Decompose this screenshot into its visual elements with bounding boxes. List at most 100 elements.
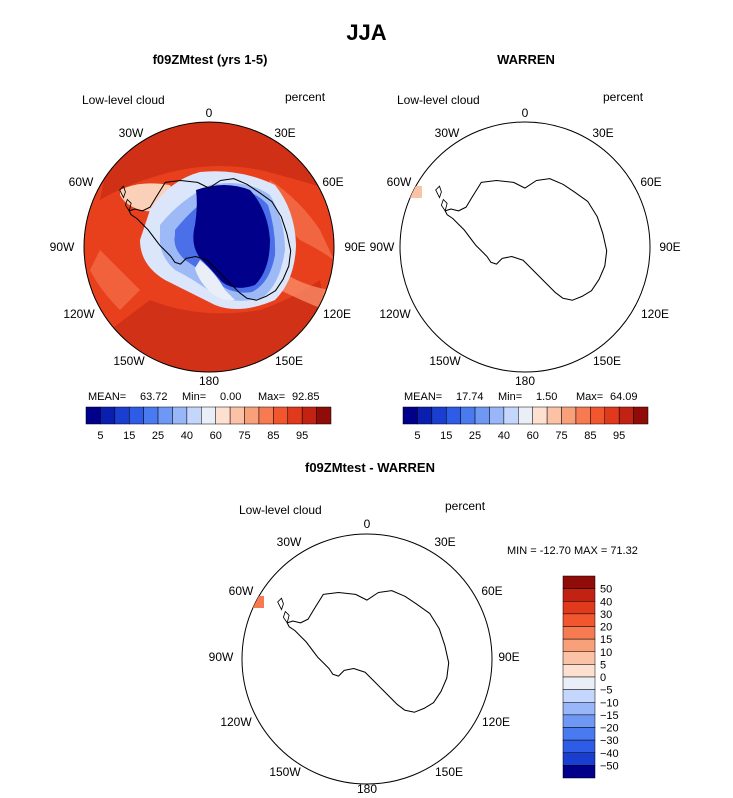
- panel-1-colorbar-ticks: 5 15 25 40 60 75 85 95: [97, 430, 308, 442]
- lon-label: 30W: [435, 126, 460, 140]
- colorbar-cell: [258, 406, 274, 425]
- lon-label: 30E: [434, 535, 455, 549]
- panel-2-colorbar-ticks: 5 15 25 40 60 75 85 95: [414, 430, 625, 442]
- colorbar-tick-label: 40: [498, 430, 510, 442]
- colorbar-cell: [172, 406, 188, 425]
- lon-label: 60E: [322, 175, 343, 189]
- panel-3-map: [241, 533, 493, 785]
- lon-label: 180: [199, 374, 219, 388]
- colorbar-cell: [489, 406, 505, 425]
- colorbar-tick-label: 25: [152, 430, 164, 442]
- lon-label: 120E: [323, 307, 351, 321]
- lon-label: 90E: [659, 240, 680, 254]
- colorbar-tick-label: 15: [600, 634, 612, 646]
- colorbar-cell: [562, 626, 596, 640]
- colorbar-tick-label: −40: [600, 748, 619, 760]
- colorbar-cell: [186, 406, 202, 425]
- lon-label: 30E: [592, 126, 613, 140]
- panel-1-variable-label: Low-level cloud: [82, 93, 165, 107]
- colorbar-cell: [431, 406, 447, 425]
- colorbar-cell: [316, 406, 332, 425]
- lon-label: 90E: [498, 650, 519, 664]
- lon-label: 0: [522, 106, 529, 120]
- colorbar-tick-label: 30: [600, 609, 612, 621]
- panel-1-map-boundary: [83, 121, 335, 373]
- colorbar-tick-label: 60: [210, 430, 222, 442]
- lon-label: 60W: [69, 175, 94, 189]
- colorbar-cell: [590, 406, 606, 425]
- panel-1-map: [83, 121, 335, 373]
- panel-2-units-label: percent: [603, 90, 644, 104]
- colorbar-cell: [562, 702, 596, 716]
- stat-max-value: 64.09: [610, 391, 638, 403]
- colorbar-tick-label: 75: [555, 430, 567, 442]
- panel-1-lon-labels: 0 30E 60E 90E 120E 150E 180 150W 120W 90…: [50, 106, 366, 388]
- panel-1-title: f09ZMtest (yrs 1-5): [152, 52, 268, 67]
- colorbar-tick-label: 0: [600, 672, 606, 684]
- colorbar-cell: [503, 406, 519, 425]
- lon-label: 30E: [274, 126, 295, 140]
- lon-label: 150E: [593, 354, 621, 368]
- panel-1-units-label: percent: [285, 90, 326, 104]
- panel-2-lon-labels: 0 30E 60E 90E 120E 150E 180 150W 120W 90…: [370, 106, 681, 388]
- colorbar-tick-label: 15: [440, 430, 452, 442]
- lon-label: 90W: [370, 240, 395, 254]
- colorbar-cell: [562, 727, 596, 741]
- colorbar-tick-label: 85: [267, 430, 279, 442]
- colorbar-cell: [244, 406, 260, 425]
- colorbar-cell: [604, 406, 620, 425]
- panel-3-minmax: MIN = -12.70 MAX = 71.32: [507, 545, 638, 557]
- panel-3-map-boundary: [241, 533, 493, 785]
- colorbar-cell: [618, 406, 634, 425]
- lon-label: 150W: [269, 765, 301, 779]
- colorbar-cell: [562, 601, 596, 615]
- colorbar-tick-label: −50: [600, 760, 619, 772]
- lon-label: 90W: [209, 650, 234, 664]
- colorbar-cell: [287, 406, 303, 425]
- panel-3-variable-label: Low-level cloud: [239, 503, 322, 517]
- lon-label: 0: [364, 517, 371, 531]
- lon-label: 120W: [63, 307, 95, 321]
- colorbar-cell: [561, 406, 577, 425]
- colorbar-tick-label: 60: [527, 430, 539, 442]
- lon-label: 150E: [275, 354, 303, 368]
- lon-label: 150W: [429, 354, 461, 368]
- lon-label: 60W: [229, 584, 254, 598]
- panel-3-colorbar: [562, 575, 596, 779]
- colorbar-cell: [562, 588, 596, 602]
- lon-label: 60W: [387, 175, 412, 189]
- stat-mean-label: MEAN=: [404, 391, 442, 403]
- colorbar-cell: [474, 406, 490, 425]
- colorbar-tick-label: −10: [600, 697, 619, 709]
- colorbar-tick-label: 75: [238, 430, 250, 442]
- colorbar-tick-label: −15: [600, 710, 619, 722]
- lon-label: 120E: [641, 307, 669, 321]
- colorbar-cell: [301, 406, 317, 425]
- colorbar-cell: [633, 406, 649, 425]
- colorbar-cell: [562, 613, 596, 627]
- panel-2-colorbar: [402, 406, 649, 425]
- colorbar-tick-label: 15: [123, 430, 135, 442]
- colorbar-tick-label: 20: [600, 622, 612, 634]
- lon-label: 180: [357, 782, 377, 796]
- panel-3-title: f09ZMtest - WARREN: [304, 460, 435, 475]
- panel-3-lon-labels: 0 30E 60E 90E 120E 150E 180 150W 120W 90…: [209, 517, 520, 796]
- panel-3-units-label: percent: [445, 499, 486, 513]
- colorbar-cell: [215, 406, 231, 425]
- colorbar-cell: [532, 406, 548, 425]
- lon-label: 120W: [220, 715, 252, 729]
- colorbar-cell: [143, 406, 159, 425]
- colorbar-cell: [546, 406, 562, 425]
- lon-label: 0: [206, 106, 213, 120]
- colorbar-cell: [518, 406, 533, 425]
- lon-label: 150W: [113, 354, 145, 368]
- colorbar-cell: [562, 689, 596, 703]
- colorbar-tick-label: 50: [600, 584, 612, 596]
- lon-label: 60E: [481, 584, 502, 598]
- colorbar-tick-label: 5: [414, 430, 420, 442]
- colorbar-cell: [85, 406, 101, 425]
- panel-2-stats: MEAN= 17.74 Min= 1.50 Max= 64.09: [404, 391, 638, 403]
- colorbar-tick-label: 25: [469, 430, 481, 442]
